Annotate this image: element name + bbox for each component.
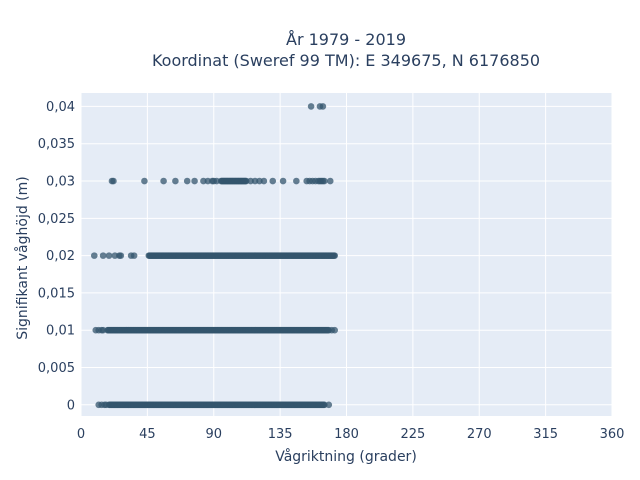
y-tick-label: 0,035 bbox=[38, 137, 75, 152]
y-tick-label: 0,015 bbox=[38, 286, 75, 301]
data-point bbox=[293, 177, 300, 185]
data-point bbox=[130, 252, 138, 259]
data-point bbox=[321, 177, 328, 185]
data-point bbox=[99, 252, 107, 259]
x-tick-label: 270 bbox=[467, 427, 492, 442]
x-tick-label: 360 bbox=[600, 427, 625, 442]
data-point bbox=[105, 252, 113, 259]
x-tick-label: 135 bbox=[268, 427, 293, 442]
x-tick-label: 90 bbox=[205, 427, 222, 442]
x-axis-title: Vågriktning (grader) bbox=[275, 448, 417, 465]
data-point bbox=[331, 326, 339, 334]
data-point bbox=[110, 177, 117, 185]
data-point bbox=[160, 177, 167, 185]
data-point bbox=[117, 252, 125, 259]
y-tick-label: 0,03 bbox=[46, 175, 75, 190]
y-tick-label: 0,01 bbox=[46, 324, 75, 339]
y-tick-label: 0,02 bbox=[46, 249, 75, 264]
y-tick-label: 0,025 bbox=[38, 212, 75, 227]
data-point bbox=[326, 177, 334, 185]
data-point bbox=[325, 401, 333, 409]
data-point bbox=[260, 177, 268, 185]
data-point bbox=[102, 401, 110, 409]
data-point bbox=[172, 177, 179, 185]
data-point bbox=[319, 103, 327, 110]
x-tick-label: 45 bbox=[139, 427, 156, 442]
data-points bbox=[90, 103, 339, 409]
data-point bbox=[269, 177, 277, 185]
x-tick-label: 315 bbox=[533, 427, 558, 442]
x-axis-tick-labels: 0 45 90 135 180 225 270 315 360 bbox=[77, 427, 625, 442]
data-point bbox=[99, 326, 107, 334]
x-tick-label: 180 bbox=[334, 427, 359, 442]
data-point bbox=[213, 177, 220, 185]
grid-lines bbox=[80, 93, 613, 416]
data-point bbox=[141, 177, 148, 185]
data-point bbox=[279, 177, 287, 185]
y-axis-tick-labels: 0 0,005 0,01 0,015 0,02 0,025 0,03 0,035 0,04 bbox=[38, 100, 75, 413]
y-tick-label: 0,005 bbox=[38, 361, 75, 376]
y-axis-title: Signifikant våghöjd (m) bbox=[14, 176, 31, 339]
chart-title-line-1: År 1979 - 2019 bbox=[286, 30, 406, 49]
data-point bbox=[183, 177, 191, 185]
y-tick-label: 0 bbox=[67, 398, 75, 413]
data-point bbox=[331, 252, 339, 259]
data-point bbox=[307, 103, 315, 110]
x-tick-label: 0 bbox=[77, 427, 85, 442]
y-tick-label: 0,04 bbox=[46, 100, 75, 115]
data-point bbox=[191, 177, 198, 185]
x-tick-label: 225 bbox=[400, 427, 425, 442]
chart-title-line-2: Koordinat (Sweref 99 TM): E 349675, N 61… bbox=[152, 51, 540, 70]
data-point bbox=[90, 252, 98, 259]
